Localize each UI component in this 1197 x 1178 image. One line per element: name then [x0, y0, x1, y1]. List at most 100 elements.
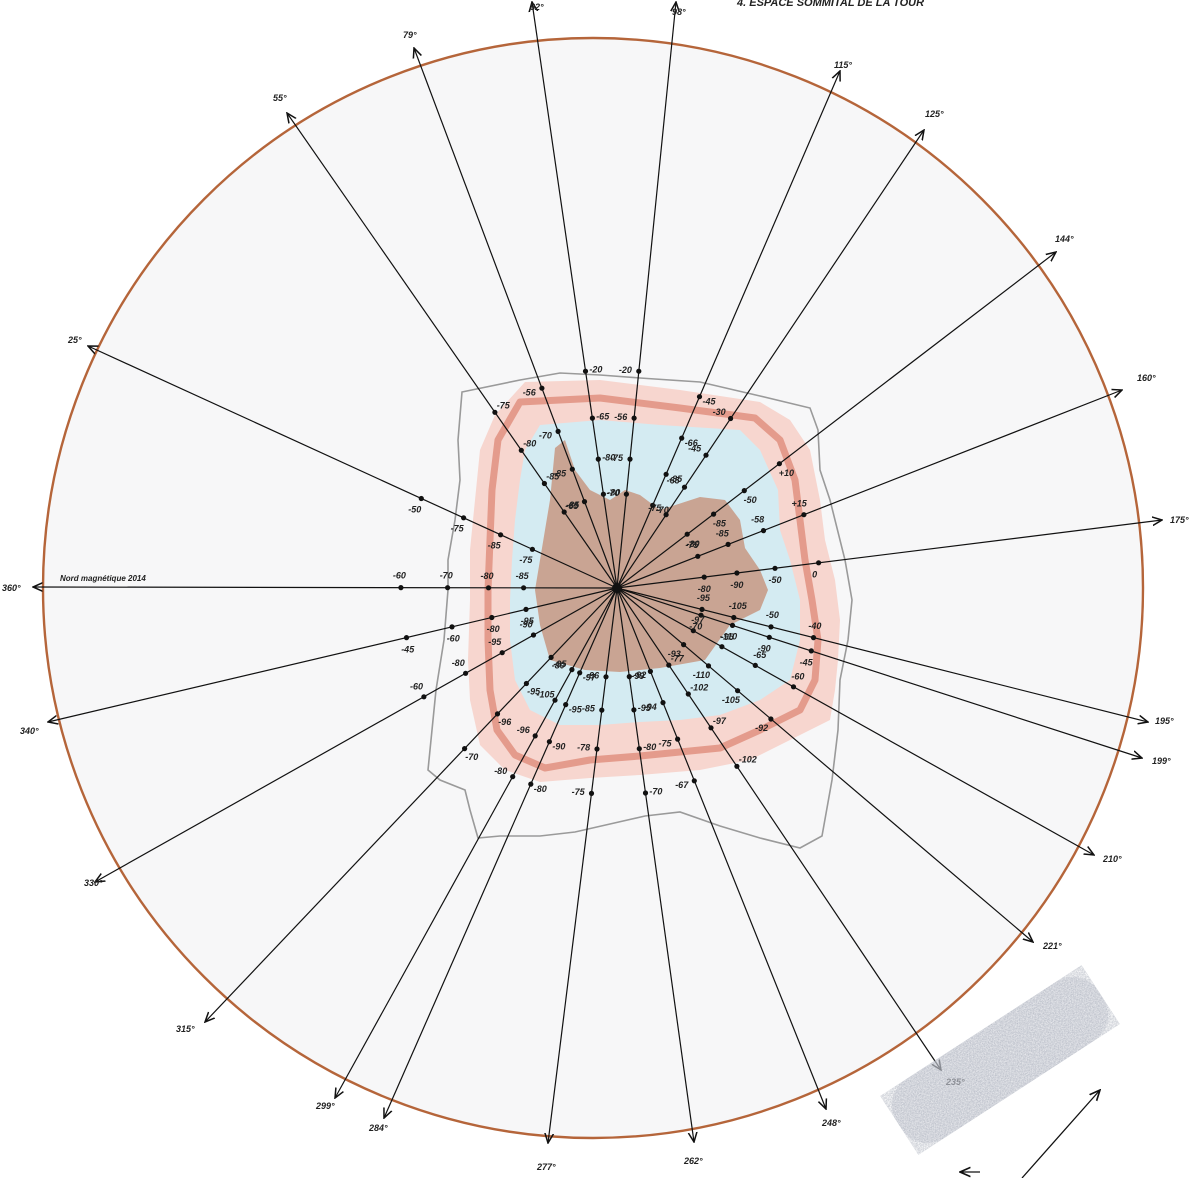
azimuth-label: 284°	[368, 1123, 388, 1133]
measurement-value: -60	[393, 571, 406, 581]
ray-line	[48, 587, 618, 722]
measurement-value: -75	[451, 524, 465, 534]
measurement-dot	[581, 499, 588, 505]
ray-line	[616, 587, 941, 1070]
measurement-value: -45	[703, 397, 717, 407]
measurement-value: -40	[808, 621, 821, 631]
measurement-value: -95	[721, 632, 735, 642]
north-label: Nord magnétique 2014	[60, 574, 146, 583]
measurement-dot	[647, 668, 654, 675]
measurement-value: -50	[744, 495, 757, 505]
measurement-value: -92	[633, 670, 646, 680]
measurement-value: -85	[566, 500, 580, 510]
azimuth-label: 248°	[821, 1118, 841, 1128]
measurement-value: -45	[688, 444, 702, 454]
measurement-value: -95	[569, 704, 583, 714]
ray-line	[616, 520, 1162, 589]
measurement-dot	[589, 415, 596, 421]
measurement-dot	[418, 495, 424, 502]
ray-line	[616, 71, 840, 589]
measurement-value: -97	[691, 615, 705, 625]
measurement-value: -85	[546, 472, 560, 482]
measurement-dot	[703, 452, 709, 458]
measurement-dot	[790, 684, 797, 690]
measurement-dot	[518, 447, 524, 453]
measurement-dot	[595, 456, 601, 462]
measurement-dot	[461, 515, 467, 521]
azimuth-label: 262°	[683, 1156, 703, 1166]
measurement-dot	[529, 546, 536, 552]
measurement-value: -95	[553, 659, 567, 669]
measurement-value: -75	[572, 787, 586, 797]
measurement-value: -105	[722, 695, 741, 705]
measurement-dot	[698, 612, 704, 618]
ray-line	[335, 587, 618, 1098]
measurement-dot	[569, 667, 575, 673]
measurement-dot	[768, 716, 774, 722]
measurement-value: -80	[523, 438, 536, 448]
measurement-dot	[528, 781, 534, 787]
measurement-dot	[719, 644, 725, 650]
measurement-dot	[530, 632, 537, 638]
ray-line	[532, 2, 618, 589]
measurement-dot	[729, 622, 736, 629]
azimuth-label: 82°	[530, 2, 544, 12]
band-contour-line	[484, 394, 822, 772]
measurement-dot	[462, 746, 468, 752]
measurement-dot	[498, 532, 504, 538]
ray-line	[616, 587, 1148, 722]
measurement-value: -80	[481, 571, 494, 581]
measurement-value: -56	[523, 387, 537, 397]
measurement-value: -97	[713, 716, 727, 726]
ray-line	[616, 130, 924, 589]
measurement-value: -90	[730, 580, 743, 590]
measurement-dot	[539, 385, 545, 391]
measurement-value: -45	[401, 644, 415, 654]
measurement-dot	[494, 711, 501, 717]
measurement-dot	[776, 461, 783, 467]
measurement-dot	[523, 606, 529, 613]
measurement-dot	[599, 707, 605, 713]
measurement-dot	[699, 606, 705, 613]
measurement-value: -78	[577, 743, 590, 753]
measurement-dot	[398, 585, 404, 591]
measurement-dot	[594, 746, 600, 752]
ray-line	[616, 587, 694, 1142]
measurement-value: 0	[812, 570, 817, 580]
measurement-dot	[810, 635, 817, 641]
measurement-dot	[577, 670, 583, 676]
measurement-value: -70	[656, 505, 669, 515]
measurement-value: -85	[582, 704, 596, 714]
azimuth-label: 210°	[1102, 854, 1122, 864]
measurement-value: -65	[565, 501, 579, 511]
measurement-dot	[734, 570, 740, 576]
measurement-value: -70	[607, 488, 620, 498]
measurement-value: -99	[631, 671, 644, 681]
measurement-value: -50	[408, 504, 421, 514]
azimuth-label: 195°	[1155, 716, 1174, 726]
ray-line	[287, 113, 618, 589]
measurement-value: -77	[671, 653, 685, 663]
measurement-dot	[772, 565, 778, 571]
measurement-value: -65	[667, 476, 681, 486]
measurement-value: -80	[698, 584, 711, 594]
measurement-dot	[768, 624, 774, 630]
measurement-value: -80	[687, 539, 700, 549]
measurement-value: -70	[440, 571, 453, 581]
ray-line	[616, 587, 1094, 855]
azimuth-label: 315°	[176, 1024, 195, 1034]
ray-line	[205, 587, 618, 1022]
azimuth-label: 199°	[1152, 756, 1171, 766]
measurement-dot	[663, 471, 669, 477]
measurement-value: -80	[494, 766, 507, 776]
measurement-dot	[701, 574, 707, 580]
ray-line	[616, 587, 826, 1109]
measurement-dot	[760, 528, 767, 534]
measurement-dot	[816, 560, 822, 566]
measurement-value: -80	[534, 784, 547, 794]
measurement-value: -90	[758, 644, 771, 654]
measurement-value: -70	[465, 752, 478, 762]
